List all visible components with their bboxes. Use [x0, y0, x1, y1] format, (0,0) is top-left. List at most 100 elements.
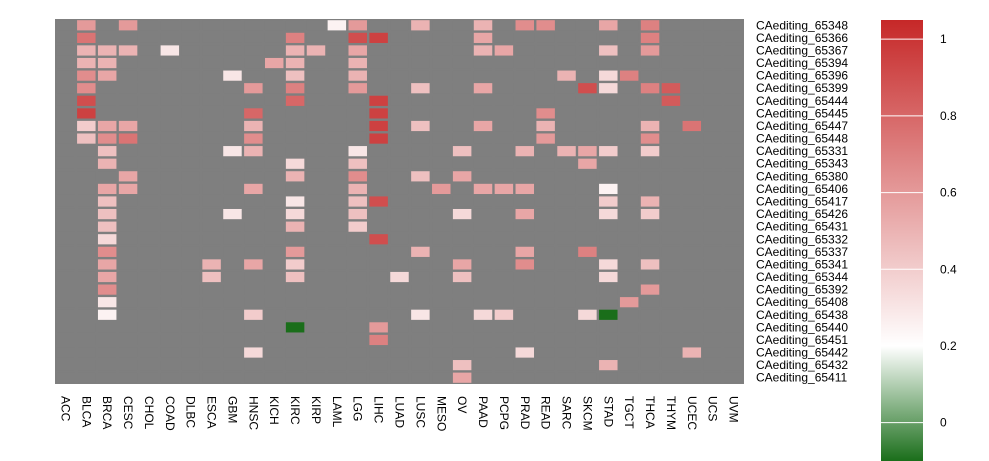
heatmap-cell-CAediting_65444-GBM	[223, 95, 242, 106]
heatmap-cell-CAediting_65337-LUSC	[411, 246, 430, 257]
heatmap-cell-CAediting_65367-COAD	[160, 45, 180, 56]
heatmap-cell-CAediting_65442-SKCM	[578, 347, 597, 358]
heatmap-cell-CAediting_65406-PAAD	[473, 183, 493, 195]
heatmap-cell-CAediting_65451-LIHC	[369, 334, 388, 346]
heatmap-cell-CAediting_65332-KICH	[264, 234, 284, 245]
heatmap-cell-CAediting_65440-PRAD	[515, 322, 535, 333]
heatmap-cell-CAediting_65440-SKCM	[578, 322, 597, 333]
heatmap-cell-CAediting_65399-BLCA	[77, 83, 96, 94]
heatmap-cell-CAediting_65432-TGCT	[619, 360, 639, 371]
heatmap-cell-CAediting_65366-UCS	[703, 32, 722, 43]
heatmap-cell-CAediting_65396-CHOL	[139, 70, 159, 81]
heatmap-cell-CAediting_65444-LGG	[348, 95, 367, 106]
heatmap-cell-CAediting_65448-STAD	[599, 133, 618, 144]
row-label: CAediting_65380	[756, 169, 848, 183]
heatmap-cell-CAediting_65432-BRCA	[97, 360, 117, 371]
heatmap-cell-CAediting_65331-CESC	[118, 146, 138, 157]
heatmap-cell-CAediting_65432-DLBC	[181, 360, 200, 371]
heatmap-cell-CAediting_65332-THCA	[640, 234, 660, 245]
heatmap-cell-CAediting_65394-UCS	[703, 57, 722, 69]
heatmap-cell-CAediting_65341-LAML	[327, 259, 347, 270]
heatmap-cell-CAediting_65442-ACC	[56, 347, 75, 358]
heatmap-cell-CAediting_65431-THYM	[661, 221, 681, 232]
row-label: CAediting_65343	[756, 157, 848, 171]
heatmap-cell-CAediting_65396-LUSC	[411, 70, 430, 81]
heatmap-cell-CAediting_65406-ESCA	[202, 183, 221, 195]
heatmap-cell-CAediting_65396-KIRP	[306, 70, 326, 81]
heatmap-cell-CAediting_65380-PAAD	[473, 171, 493, 182]
heatmap-cell-CAediting_65392-THCA	[640, 284, 660, 295]
heatmap-cell-CAediting_65341-OV	[452, 259, 472, 270]
column-label: ESCA	[205, 396, 219, 429]
heatmap-cell-CAediting_65408-CHOL	[139, 297, 159, 308]
row-label: CAediting_65438	[756, 308, 848, 322]
heatmap-cell-CAediting_65341-KIRP	[306, 259, 326, 270]
heatmap-cell-CAediting_65331-OV	[452, 146, 472, 157]
heatmap-cell-CAediting_65380-THYM	[661, 171, 681, 182]
heatmap-cell-CAediting_65394-TGCT	[619, 57, 639, 69]
heatmap-cell-CAediting_65408-KIRP	[306, 297, 326, 308]
heatmap-cell-CAediting_65448-LGG	[348, 133, 367, 144]
heatmap-cell-CAediting_65444-SARC	[557, 95, 576, 106]
heatmap-cell-CAediting_65394-LAML	[327, 57, 347, 69]
heatmap-cell-CAediting_65337-ACC	[56, 246, 75, 257]
heatmap-cell-CAediting_65442-LGG	[348, 347, 367, 358]
row-label: CAediting_65417	[756, 195, 848, 209]
heatmap-cell-CAediting_65337-TGCT	[619, 246, 639, 257]
heatmap-cell-CAediting_65406-HNSC	[244, 183, 263, 195]
heatmap-cell-CAediting_65447-CESC	[118, 120, 138, 132]
heatmap-cell-CAediting_65337-SKCM	[578, 246, 597, 257]
heatmap-cell-CAediting_65332-BLCA	[77, 234, 96, 245]
heatmap-cell-CAediting_65396-MESO	[432, 70, 451, 81]
heatmap-cell-CAediting_65367-PRAD	[515, 45, 535, 56]
heatmap-cell-CAediting_65344-CESC	[118, 271, 138, 283]
heatmap-cell-CAediting_65394-PRAD	[515, 57, 535, 69]
heatmap-cell-CAediting_65344-THCA	[640, 271, 660, 283]
heatmap-cell-CAediting_65408-TGCT	[619, 297, 639, 308]
heatmap-cell-CAediting_65399-KIRC	[285, 83, 305, 94]
heatmap-cell-CAediting_65438-THCA	[640, 309, 660, 320]
heatmap-cell-CAediting_65408-KIRC	[285, 297, 305, 308]
heatmap-cell-CAediting_65394-LUSC	[411, 57, 430, 69]
heatmap-cell-CAediting_65332-MESO	[432, 234, 451, 245]
row-label: CAediting_65451	[756, 333, 848, 347]
heatmap-cell-CAediting_65399-HNSC	[244, 83, 263, 94]
heatmap-cell-CAediting_65394-LGG	[348, 57, 367, 69]
heatmap-cell-CAediting_65380-BLCA	[77, 171, 96, 182]
heatmap-cell-CAediting_65431-ACC	[56, 221, 75, 232]
heatmap-cell-CAediting_65417-CHOL	[139, 196, 159, 207]
heatmap-cell-CAediting_65331-UCEC	[682, 146, 702, 157]
heatmap-cell-CAediting_65380-KICH	[264, 171, 284, 182]
heatmap-cell-CAediting_65440-ACC	[56, 322, 75, 333]
heatmap-cell-CAediting_65432-LUSC	[411, 360, 430, 371]
heatmap-cell-CAediting_65440-LGG	[348, 322, 367, 333]
heatmap-cell-CAediting_65444-UCS	[703, 95, 722, 106]
heatmap-cell-CAediting_65445-PRAD	[515, 108, 535, 119]
heatmap-cell-CAediting_65392-UVM	[724, 284, 743, 295]
heatmap-cell-CAediting_65408-PRAD	[515, 297, 535, 308]
heatmap-cell-CAediting_65442-BRCA	[97, 347, 117, 358]
heatmap-cell-CAediting_65438-GBM	[223, 309, 242, 320]
heatmap-cell-CAediting_65366-HNSC	[244, 32, 263, 43]
column-label: THCA	[643, 396, 657, 429]
heatmap-cell-CAediting_65367-BLCA	[77, 45, 96, 56]
heatmap-cell-CAediting_65451-MESO	[432, 334, 451, 346]
heatmap-cell-CAediting_65332-PAAD	[473, 234, 493, 245]
heatmap-cell-CAediting_65399-KIRP	[306, 83, 326, 94]
heatmap-cell-CAediting_65448-PCPG	[494, 133, 514, 144]
heatmap-cell-CAediting_65332-LIHC	[369, 234, 388, 245]
heatmap-cell-CAediting_65440-THYM	[661, 322, 681, 333]
heatmap-cell-CAediting_65406-DLBC	[181, 183, 200, 195]
heatmap-cell-CAediting_65440-CESC	[118, 322, 138, 333]
heatmap-cell-CAediting_65348-GBM	[223, 20, 242, 31]
heatmap-cell-CAediting_65366-ACC	[56, 32, 75, 43]
heatmap-cell-CAediting_65380-HNSC	[244, 171, 263, 182]
heatmap-cell-CAediting_65366-LUSC	[411, 32, 430, 43]
heatmap-cell-CAediting_65348-STAD	[599, 20, 618, 31]
heatmap-cell-CAediting_65337-BRCA	[97, 246, 117, 257]
heatmap-cell-CAediting_65411-THYM	[661, 372, 681, 383]
column-label: CESC	[121, 396, 135, 430]
heatmap-cell-CAediting_65331-SARC	[557, 146, 576, 157]
column-label: HNSC	[246, 396, 260, 430]
heatmap-cell-CAediting_65332-LGG	[348, 234, 367, 245]
